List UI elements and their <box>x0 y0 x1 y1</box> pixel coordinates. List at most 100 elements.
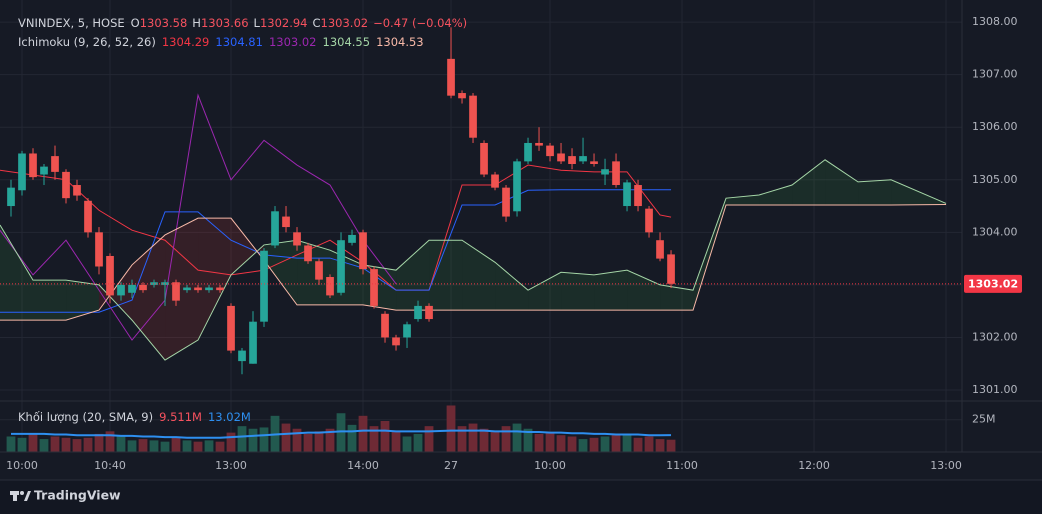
volume-bar <box>193 441 203 452</box>
volume-bar <box>611 433 621 452</box>
cloud-segment <box>495 262 529 311</box>
cloud-segment <box>825 159 859 205</box>
volume-legend: Khối lượng (20, SMA, 9) 9.511M 13.02M <box>18 410 251 424</box>
volume-bar <box>204 440 214 452</box>
candle-body <box>337 240 345 293</box>
volume-bar <box>644 436 654 452</box>
candle-body <box>62 171 70 199</box>
grid-layer <box>0 0 962 452</box>
x-tick-label: 10:40 <box>94 459 126 472</box>
cloud-segment <box>660 284 694 311</box>
volume-bar <box>523 428 533 452</box>
logo-dot <box>20 491 24 495</box>
indicator-name: Ichimoku (9, 26, 52, 26) <box>18 35 156 49</box>
candle-body <box>546 145 554 157</box>
indicator-value: 1304.81 <box>215 35 263 49</box>
close-value: 1303.02 <box>321 16 369 30</box>
candle-body <box>370 269 378 306</box>
candle-body <box>359 232 367 270</box>
volume-bar <box>380 420 390 452</box>
cloud-segment <box>396 240 430 311</box>
candle-body <box>469 95 477 138</box>
axis-layer: 1301.001302.001303.001304.001305.001306.… <box>0 15 1022 472</box>
candle-body <box>612 161 620 186</box>
candle-body <box>557 153 565 162</box>
ichimoku-layer <box>0 93 947 361</box>
volume-bar <box>347 424 357 452</box>
y-tick-label: 1305.00 <box>972 173 1018 186</box>
cloud-segment <box>792 159 826 205</box>
open-value: 1303.58 <box>140 16 188 30</box>
volume-bar <box>512 423 522 452</box>
candle-body <box>194 287 202 291</box>
low-label: L <box>254 16 261 30</box>
last-price-label: 1303.02 <box>968 277 1018 290</box>
volume-bar <box>666 439 676 452</box>
volume-bar <box>336 413 346 452</box>
candle-body <box>139 284 147 291</box>
volume-bar <box>94 433 104 452</box>
candle-body <box>326 277 334 296</box>
volume-bar <box>83 437 93 452</box>
candle-body <box>623 182 631 207</box>
candle-body <box>568 156 576 164</box>
x-tick-label: 10:00 <box>6 459 38 472</box>
candle-body <box>304 245 312 262</box>
volume-bar <box>138 439 148 452</box>
candle-body <box>425 305 433 320</box>
volume-bar <box>391 431 401 452</box>
volume-bar <box>28 433 38 452</box>
volume-bar <box>6 436 16 452</box>
volume-bar <box>490 431 500 452</box>
volume-bar <box>446 405 456 452</box>
logo-stem <box>13 491 17 501</box>
candle-body <box>293 232 301 246</box>
volume-bar <box>556 435 566 452</box>
candle-body <box>271 211 279 246</box>
volume-bar <box>226 432 236 452</box>
low-value: 1302.94 <box>260 16 308 30</box>
cloud-segment <box>561 272 595 311</box>
volume-bar <box>171 437 181 452</box>
cloud-segment <box>198 218 232 341</box>
ichimoku-line <box>0 93 397 341</box>
volume-bar <box>72 439 82 452</box>
candle-body <box>458 93 466 99</box>
volume-bar <box>17 437 27 452</box>
cloud-segment <box>429 240 463 311</box>
x-tick-label: 14:00 <box>347 459 379 472</box>
footer-background <box>0 480 1042 514</box>
indicator-value: 1304.29 <box>162 35 210 49</box>
ichimoku-line <box>0 159 947 361</box>
cloud-layer <box>0 159 947 361</box>
volume-bar <box>578 439 588 452</box>
volume-bar <box>127 440 137 452</box>
cloud-segment <box>66 280 100 321</box>
volume-bar <box>589 437 599 452</box>
cloud-segment <box>264 240 298 305</box>
close-label: C <box>313 16 321 30</box>
cloud-segment <box>33 280 67 321</box>
volume-last: 9.511M <box>159 410 202 424</box>
volume-bar <box>534 433 544 452</box>
cloud-segment <box>693 198 727 311</box>
volume-bar <box>600 436 610 452</box>
candle-body <box>403 324 411 338</box>
volume-bar <box>413 433 423 452</box>
y-tick-label: 1307.00 <box>972 68 1018 81</box>
volume-bar <box>160 441 170 452</box>
volume-bar <box>281 423 291 452</box>
candle-body <box>656 240 664 259</box>
cloud-segment <box>858 179 892 205</box>
volume-bar <box>369 426 379 452</box>
volume-bar <box>182 440 192 452</box>
ichimoku-legend: Ichimoku (9, 26, 52, 26) 1304.29 1304.81 13… <box>18 35 424 49</box>
x-tick-label: 27 <box>444 459 458 472</box>
candle-body <box>535 142 543 146</box>
candle-body <box>106 255 114 296</box>
cloud-segment <box>759 185 793 205</box>
ichimoku-line <box>0 203 947 321</box>
candle-body <box>73 185 81 196</box>
volume-bar <box>116 436 126 452</box>
